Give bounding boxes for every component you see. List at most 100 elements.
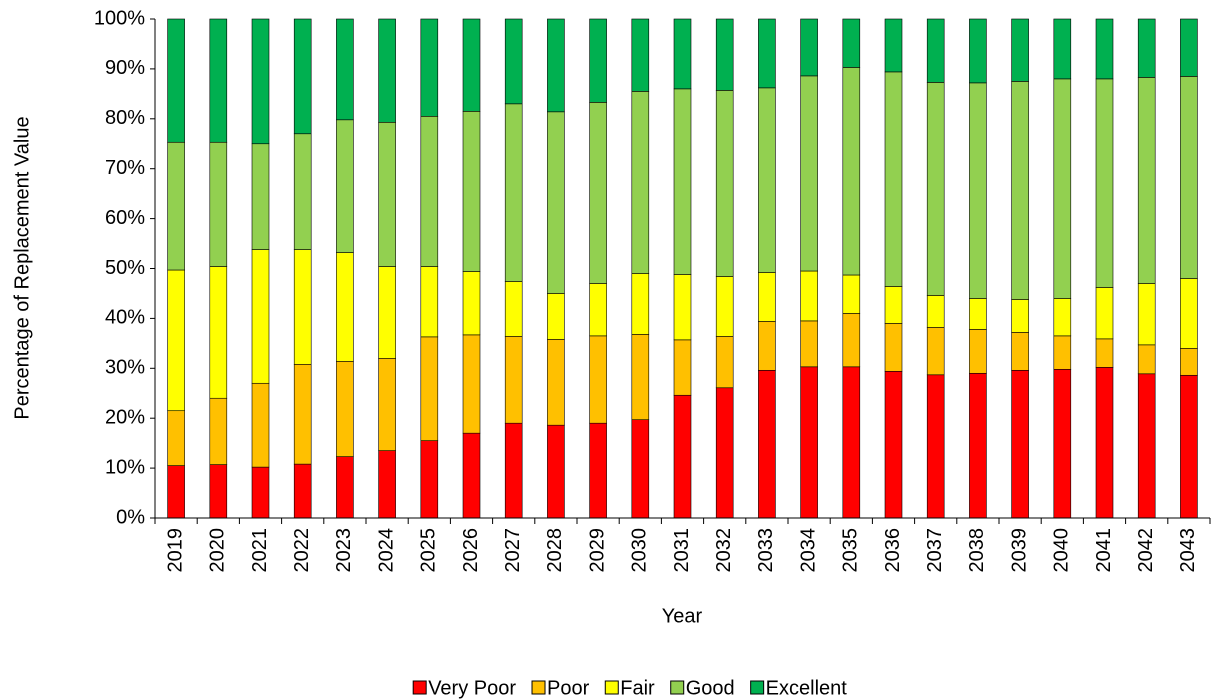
bar-segment xyxy=(1011,81,1029,300)
bar-segment xyxy=(926,374,945,519)
bar-segment xyxy=(547,111,565,294)
bar-segment xyxy=(1095,367,1114,519)
bar-segment xyxy=(1011,299,1029,333)
y-tick-label: 30% xyxy=(105,357,145,379)
bar-segment xyxy=(1180,18,1198,77)
x-tick-label: 2029 xyxy=(586,528,608,573)
bar-segment xyxy=(1180,374,1198,519)
bar-segment xyxy=(251,382,270,468)
bar-segment xyxy=(209,397,228,465)
bar-segment xyxy=(251,18,270,145)
x-tick-label: 2040 xyxy=(1051,528,1073,573)
x-tick-label: 2042 xyxy=(1135,528,1157,573)
bar-segment xyxy=(926,327,945,376)
bar-segment xyxy=(336,18,354,121)
bar-segment xyxy=(293,364,312,465)
x-tick-label: 2032 xyxy=(713,528,735,573)
bar-segment xyxy=(1137,344,1156,375)
bar-segment xyxy=(1053,78,1072,299)
bar-segment xyxy=(758,321,776,371)
bar-segment xyxy=(673,274,692,341)
bar-segment xyxy=(167,410,185,466)
bar-segment xyxy=(1137,283,1156,346)
x-tick-label: 2036 xyxy=(882,528,904,573)
bar-segment xyxy=(715,18,734,91)
bar-segment xyxy=(167,141,185,271)
y-tick-label: 50% xyxy=(105,257,145,279)
bar-segment xyxy=(209,141,228,267)
x-tick-label: 2024 xyxy=(375,528,397,573)
bar-segment xyxy=(167,269,185,412)
bar-segment xyxy=(715,387,734,519)
bar-segment xyxy=(631,18,650,92)
y-tick-label: 70% xyxy=(105,157,145,179)
bar-segment xyxy=(547,18,565,113)
bar-segment xyxy=(715,90,734,277)
bar-segment xyxy=(800,366,818,519)
y-tick-label: 40% xyxy=(105,307,145,329)
bar-segment xyxy=(1095,78,1114,288)
bar-segment xyxy=(293,133,312,250)
bar-segment xyxy=(251,143,270,250)
x-tick-label: 2027 xyxy=(502,528,524,573)
bar-segment xyxy=(969,329,987,374)
x-axis-title: Year xyxy=(662,605,703,627)
bar-segment xyxy=(1053,18,1072,80)
bar-segment xyxy=(842,274,861,314)
x-tick-label: 2039 xyxy=(1008,528,1030,573)
bar-segment xyxy=(293,18,312,135)
bar-segment xyxy=(420,266,439,338)
bar-segment xyxy=(462,18,481,112)
bar-segment xyxy=(504,103,523,282)
x-tick-label: 2033 xyxy=(755,528,777,573)
x-tick-label: 2025 xyxy=(418,528,440,573)
y-tick-label: 10% xyxy=(105,456,145,478)
bar-segment xyxy=(378,450,396,519)
bar-segment xyxy=(800,320,818,368)
y-axis-title: Percentage of Replacement Value xyxy=(11,116,33,419)
bar-segment xyxy=(1095,18,1114,80)
bar-segment xyxy=(1180,278,1198,349)
bar-segment xyxy=(1053,298,1072,337)
x-tick-label: 2041 xyxy=(1093,528,1115,573)
bar-segment xyxy=(336,456,354,519)
bar-segment xyxy=(631,419,650,519)
x-tick-label: 2021 xyxy=(249,528,271,573)
bar-segment xyxy=(462,334,481,434)
x-tick-label: 2030 xyxy=(629,528,651,573)
bar-segment xyxy=(758,18,776,89)
bar-segment xyxy=(547,293,565,340)
bar-segment xyxy=(758,272,776,322)
bar-segment xyxy=(251,249,270,384)
y-tick-label: 90% xyxy=(105,57,145,79)
bar-segment xyxy=(884,370,903,519)
bar-segment xyxy=(1053,368,1072,519)
bar-segment xyxy=(504,281,523,337)
x-tick-label: 2031 xyxy=(671,528,693,573)
bar-segment xyxy=(547,339,565,426)
bar-segment xyxy=(673,339,692,396)
bar-segment xyxy=(589,422,607,519)
bar-segment xyxy=(336,119,354,253)
bar-segment xyxy=(800,75,818,272)
y-tick-label: 60% xyxy=(105,207,145,229)
bar-segment xyxy=(378,358,396,451)
bar-segment xyxy=(462,271,481,336)
bar-segment xyxy=(1053,335,1072,370)
bar-segment xyxy=(1180,348,1198,376)
bar-segment xyxy=(842,313,861,368)
bar-segment xyxy=(884,18,903,73)
bar-segment xyxy=(167,18,185,143)
legend-swatch xyxy=(412,680,427,695)
bar-segment xyxy=(378,266,396,359)
x-tick-label: 2019 xyxy=(164,528,186,573)
x-tick-label: 2028 xyxy=(544,528,566,573)
bar-segment xyxy=(842,67,861,276)
bar-segment xyxy=(167,465,185,519)
bar-segment xyxy=(969,298,987,330)
bar-segment xyxy=(631,334,650,420)
bar-segment xyxy=(842,366,861,519)
x-tick-label: 2035 xyxy=(840,528,862,573)
bar-segment xyxy=(715,336,734,389)
